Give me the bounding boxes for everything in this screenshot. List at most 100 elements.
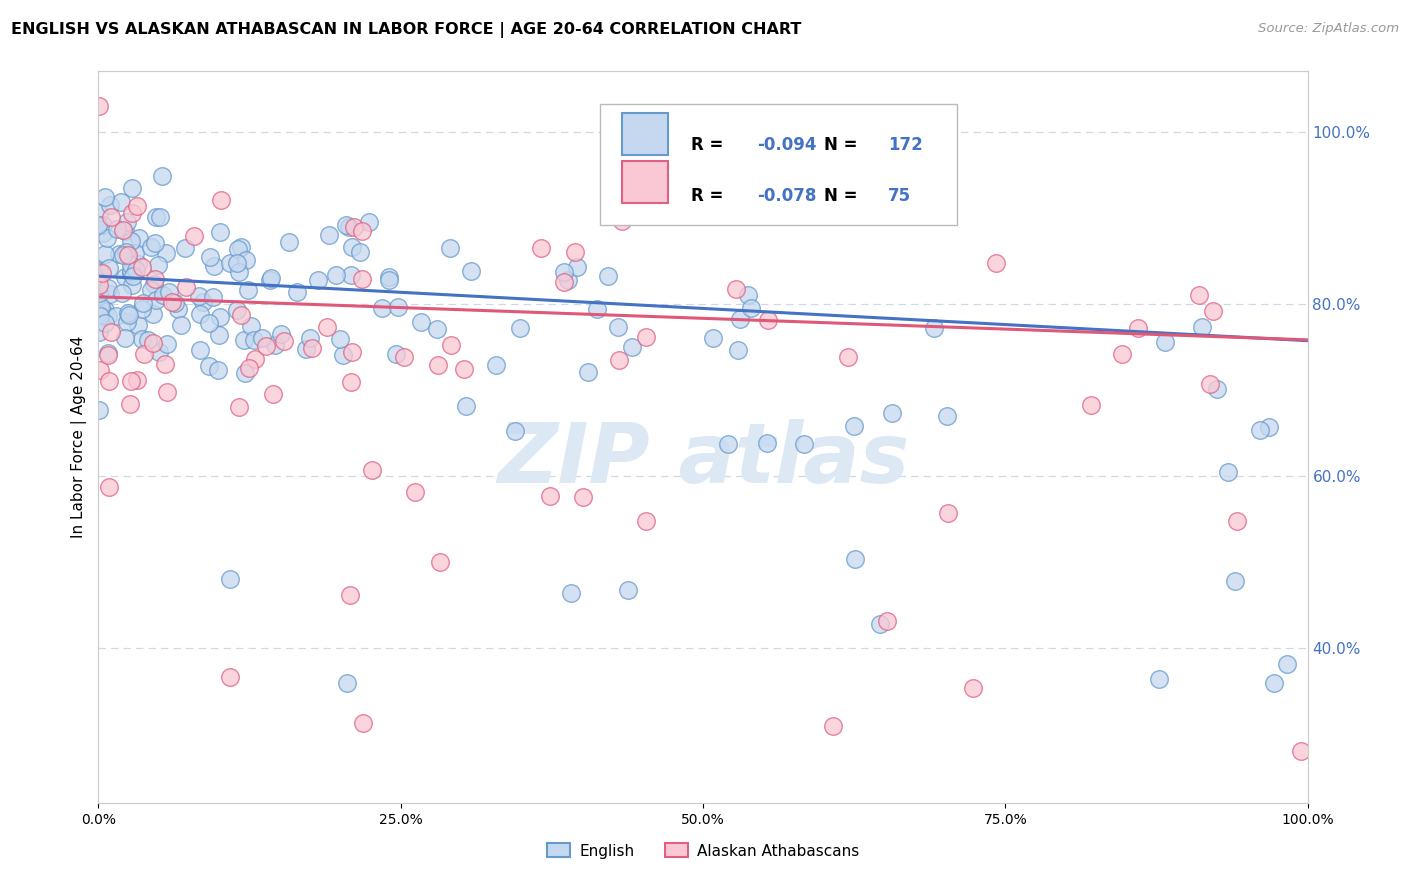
Point bbox=[453, 362, 475, 376]
Point bbox=[156, 337, 179, 351]
Point bbox=[155, 245, 177, 260]
Point bbox=[295, 342, 318, 356]
Point bbox=[127, 257, 149, 271]
Point bbox=[87, 269, 110, 284]
Point bbox=[610, 214, 633, 228]
Point bbox=[105, 222, 128, 236]
Text: ZIP atlas: ZIP atlas bbox=[496, 418, 910, 500]
Point bbox=[349, 245, 371, 260]
Point bbox=[118, 308, 141, 322]
Point bbox=[202, 290, 225, 304]
Point bbox=[127, 318, 149, 332]
Point bbox=[758, 313, 780, 327]
Point bbox=[325, 268, 347, 282]
Point bbox=[142, 307, 165, 321]
Point bbox=[340, 268, 363, 282]
Point bbox=[208, 310, 231, 324]
Point bbox=[229, 239, 252, 253]
Point bbox=[120, 258, 142, 272]
Point bbox=[225, 255, 247, 269]
Point bbox=[1080, 398, 1102, 412]
Point bbox=[100, 325, 122, 339]
Point bbox=[530, 241, 553, 255]
Point bbox=[193, 294, 215, 309]
Point bbox=[97, 348, 120, 362]
Point bbox=[1216, 466, 1239, 480]
Point bbox=[1206, 382, 1229, 396]
Point bbox=[454, 399, 477, 413]
Point bbox=[150, 169, 173, 184]
Point bbox=[132, 347, 155, 361]
Bar bbox=[621, 161, 668, 203]
Point bbox=[89, 285, 111, 300]
Text: ENGLISH VS ALASKAN ATHABASCAN IN LABOR FORCE | AGE 20-64 CORRELATION CHART: ENGLISH VS ALASKAN ATHABASCAN IN LABOR F… bbox=[11, 22, 801, 38]
Point bbox=[336, 676, 359, 690]
Point bbox=[404, 484, 426, 499]
Text: N =: N = bbox=[824, 186, 863, 204]
Point bbox=[121, 205, 143, 219]
Point bbox=[340, 375, 363, 389]
Point bbox=[219, 572, 242, 586]
Point bbox=[87, 206, 110, 220]
Point bbox=[385, 346, 408, 360]
Point bbox=[717, 437, 740, 451]
Point bbox=[392, 351, 415, 365]
Point bbox=[352, 272, 374, 286]
Point bbox=[1149, 672, 1171, 686]
Point bbox=[97, 480, 120, 494]
Text: 75: 75 bbox=[889, 186, 911, 204]
Point bbox=[1223, 574, 1246, 589]
Point bbox=[565, 260, 588, 275]
Point bbox=[97, 374, 120, 388]
Point bbox=[576, 365, 599, 379]
Point bbox=[89, 402, 111, 417]
Point bbox=[87, 289, 110, 303]
Point bbox=[557, 273, 579, 287]
Point bbox=[188, 307, 211, 321]
Point bbox=[636, 514, 658, 528]
Point bbox=[617, 582, 640, 597]
Point bbox=[107, 247, 129, 261]
Point bbox=[316, 319, 339, 334]
Point bbox=[460, 264, 482, 278]
Point bbox=[1258, 420, 1281, 434]
Point bbox=[87, 287, 110, 301]
Point bbox=[136, 333, 159, 347]
Point bbox=[339, 588, 361, 602]
Point bbox=[727, 343, 749, 357]
Point bbox=[922, 321, 945, 335]
Point bbox=[145, 210, 167, 224]
Point bbox=[239, 318, 262, 333]
Point bbox=[307, 272, 329, 286]
Point bbox=[342, 345, 364, 359]
Point bbox=[143, 272, 166, 286]
Point bbox=[115, 215, 138, 229]
Point bbox=[114, 223, 136, 237]
Point bbox=[121, 266, 143, 280]
Point bbox=[94, 302, 117, 317]
Point bbox=[352, 716, 374, 731]
Point bbox=[252, 331, 274, 345]
Point bbox=[166, 302, 188, 317]
FancyBboxPatch shape bbox=[600, 104, 957, 225]
Point bbox=[350, 224, 373, 238]
Point bbox=[259, 273, 281, 287]
Point bbox=[235, 253, 257, 268]
Point bbox=[962, 681, 984, 695]
Point bbox=[117, 306, 139, 320]
Point bbox=[837, 350, 859, 364]
Point bbox=[876, 614, 898, 628]
Point bbox=[596, 269, 619, 284]
Point bbox=[986, 256, 1008, 270]
Point bbox=[509, 321, 531, 335]
Point bbox=[387, 301, 409, 315]
Point bbox=[131, 301, 153, 316]
Point bbox=[111, 223, 134, 237]
Point bbox=[270, 327, 292, 342]
Point bbox=[120, 234, 142, 248]
Point bbox=[337, 220, 360, 235]
Point bbox=[1111, 347, 1133, 361]
Point bbox=[125, 262, 148, 277]
Point bbox=[936, 409, 959, 423]
Point bbox=[120, 263, 142, 277]
